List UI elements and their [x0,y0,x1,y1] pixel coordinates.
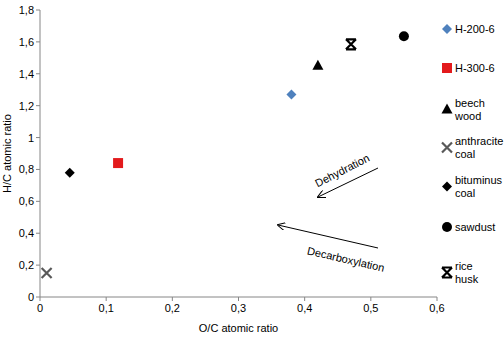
x-tick [172,297,173,301]
legend-label-line: wood [454,110,481,122]
point [113,158,123,168]
y-tick-label: 0,4 [19,227,34,239]
y-tick [36,169,40,170]
x-tick-label: 0,6 [429,302,444,314]
y-tick [36,137,40,138]
point [399,31,409,41]
legend-marker [442,222,452,232]
legend-label-line: H-200-6 [455,23,495,35]
x-tick [106,297,107,301]
legend: H-200-6H-300-6beechwoodanthracitecoalbit… [442,23,504,285]
legend-label: anthracitecoal [455,135,503,160]
x-tick-label: 0,1 [99,302,114,314]
legend-marker [442,24,452,34]
point [65,168,75,178]
chart: 0 0,1 0,2 0,3 0,4 0,5 0,6 0 0,2 0,4 0,6 0,8 1 1,2 1,4 1… [0,0,504,338]
point [42,268,52,278]
legend-label-line: coal [455,148,475,160]
y-tick [36,201,40,202]
y-tick-label: 1,6 [19,36,34,48]
point [312,60,323,70]
point [346,39,356,49]
x-axis-label: O/C atomic ratio [199,322,278,334]
legend-label: sawdust [455,221,495,233]
x-tick-label: 0 [37,302,43,314]
x-tick [370,297,371,301]
y-tick [36,105,40,106]
x-tick-label: 0,2 [165,302,180,314]
x-tick [304,297,305,301]
y-tick-label: 1,4 [19,68,34,80]
y-tick [36,265,40,266]
y-tick-label: 1,8 [19,4,34,16]
y-tick-label: 0,6 [19,195,34,207]
legend-label-line: anthracite [455,135,503,147]
y-tick-label: 1,2 [19,100,34,112]
legend-label: bituminuscoal [455,174,503,199]
annotation-arrow [278,225,378,248]
legend-label-line: sawdust [455,221,495,233]
y-tick-label: 0,8 [19,163,34,175]
y-tick [36,297,40,298]
y-tick-label: 1 [28,132,34,144]
y-tick-label: 0,2 [19,259,34,271]
x-tick [40,297,41,301]
legend-marker [442,143,452,153]
legend-label-line: bituminus [455,174,503,186]
legend-label: beechwood [454,97,485,122]
legend-marker [442,182,452,192]
x-tick [238,297,239,301]
x-tick-label: 0,5 [363,302,378,314]
y-axis [40,10,41,297]
annotation: Decarboxylation [306,244,386,273]
x-tick-label: 0,4 [297,302,312,314]
legend-label-line: coal [455,187,475,199]
legend-marker [442,104,453,114]
point [286,90,296,100]
legend-label-line: husk [455,273,479,285]
legend-marker [442,63,452,73]
y-tick [36,233,40,234]
marks [42,31,409,278]
y-tick [36,73,40,74]
x-tick-label: 0,3 [231,302,246,314]
legend-label: H-300-6 [455,62,495,74]
legend-label: H-200-6 [455,23,495,35]
y-tick [36,41,40,42]
legend-marker [442,268,452,278]
legend-label-line: H-300-6 [455,62,495,74]
y-axis-label: H/C atomic ratio [1,114,13,193]
x-tick [437,297,438,301]
y-tick [36,10,40,11]
legend-label-line: beech [455,97,485,109]
legend-label: ricehusk [455,260,479,285]
y-tick-label: 0 [28,291,34,303]
legend-label-line: rice [455,260,473,272]
annotation: Dehydration [313,152,371,190]
